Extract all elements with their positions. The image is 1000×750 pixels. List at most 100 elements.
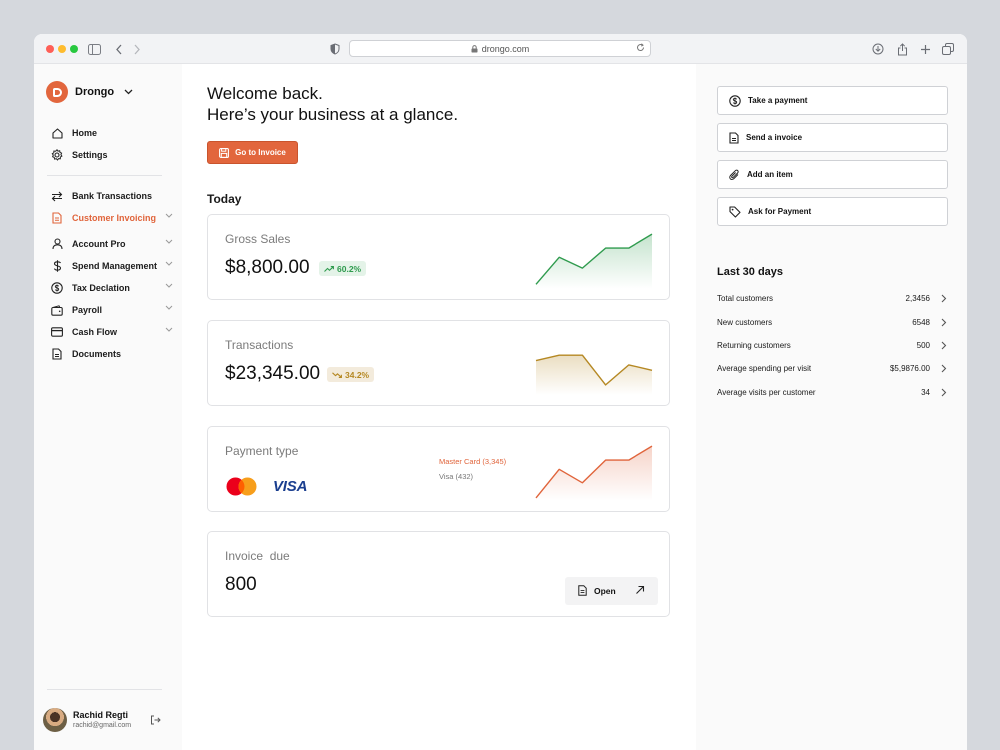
- sidebar-item-customer-invoicing[interactable]: Customer Invoicing: [51, 209, 173, 227]
- sidebar-item-documents[interactable]: Documents: [51, 345, 173, 363]
- stat-label: Average spending per visit: [717, 364, 812, 373]
- user-icon: [51, 238, 63, 250]
- trend-up-icon: [324, 265, 334, 272]
- document-icon: [51, 348, 63, 360]
- chevron-right-icon[interactable]: [941, 318, 947, 327]
- chevron-down-icon[interactable]: [165, 327, 173, 332]
- forward-icon[interactable]: [129, 41, 145, 57]
- dollar-circle-icon: [729, 94, 741, 107]
- sidebar-item-label: Spend Management: [72, 261, 158, 271]
- chevron-right-icon[interactable]: [941, 388, 947, 397]
- take-payment-button[interactable]: Take a payment: [717, 86, 948, 115]
- ask-for-payment-button[interactable]: Ask for Payment: [717, 197, 948, 226]
- sidebar-item-bank-transactions[interactable]: Bank Transactions: [51, 187, 173, 205]
- sidebar-item-payroll[interactable]: Payroll: [51, 301, 173, 319]
- quick-actions-panel: Take a payment Send a invoice Add an ite…: [696, 64, 967, 750]
- chevron-down-icon[interactable]: [165, 213, 173, 218]
- brand-name: Drongo: [75, 86, 115, 98]
- page-title: Welcome back. Here’s your business at a …: [207, 83, 458, 125]
- chevron-down-icon[interactable]: [165, 305, 173, 310]
- invoice-due-card[interactable]: Invoice due 800 Open: [207, 531, 670, 617]
- card-value: $23,345.00: [225, 363, 321, 384]
- sidebar-item-settings[interactable]: Settings: [51, 146, 173, 164]
- stat-row-total-customers[interactable]: Total customers 2,3456: [717, 292, 947, 306]
- sidebar-item-tax-declation[interactable]: Tax Declation: [51, 279, 173, 297]
- sidebar-toggle-icon[interactable]: [86, 41, 102, 57]
- tabs-overview-icon[interactable]: [940, 41, 956, 57]
- document-icon: [729, 131, 739, 144]
- stat-row-new-customers[interactable]: New customers 6548: [717, 316, 947, 330]
- payment-type-card[interactable]: Payment type VISA Master Card (3,345) Vi…: [207, 426, 670, 512]
- transactions-sparkline: [535, 354, 653, 395]
- action-label: Take a payment: [748, 96, 808, 105]
- download-icon[interactable]: [870, 41, 886, 57]
- maximize-window-button[interactable]: [70, 45, 78, 53]
- add-item-button[interactable]: Add an item: [717, 160, 948, 189]
- sparkline-area: [536, 234, 652, 289]
- welcome-line-1: Welcome back.: [207, 84, 323, 103]
- stat-row-average-spending[interactable]: Average spending per visit $5,9876.00: [717, 362, 947, 376]
- badge-value: 34.2%: [345, 369, 370, 380]
- gross-sales-card[interactable]: Gross Sales $8,800.00 60.2%: [207, 214, 670, 300]
- brand[interactable]: Drongo: [46, 81, 133, 103]
- share-icon[interactable]: [894, 41, 910, 57]
- send-invoice-button[interactable]: Send a invoice: [717, 123, 948, 152]
- stat-label: Returning customers: [717, 341, 791, 350]
- status-badge: 34.2%: [327, 367, 375, 382]
- action-label: Ask for Payment: [748, 207, 812, 216]
- sidebar-item-label: Bank Transactions: [72, 191, 153, 201]
- sidebar-item-cash-flow[interactable]: Cash Flow: [51, 323, 173, 341]
- sidebar-item-home[interactable]: Home: [51, 124, 173, 142]
- document-icon: [578, 585, 587, 596]
- user-email: rachid@gmail.com: [73, 722, 132, 729]
- card-label: Invoice due: [225, 549, 290, 563]
- minimize-window-button[interactable]: [58, 45, 66, 53]
- new-tab-icon[interactable]: [917, 41, 933, 57]
- card-icon: [51, 326, 63, 338]
- visa-logo: VISA: [273, 478, 308, 495]
- transactions-card[interactable]: Transactions $23,345.00 34.2%: [207, 320, 670, 406]
- trend-down-icon: [332, 371, 342, 378]
- stat-row-average-visits[interactable]: Average visits per customer 34: [717, 386, 947, 400]
- chevron-down-icon[interactable]: [165, 283, 173, 288]
- stat-label: New customers: [717, 318, 773, 327]
- back-icon[interactable]: [111, 41, 127, 57]
- sidebar-item-label: Documents: [72, 349, 122, 359]
- url-text: drongo.com: [481, 43, 530, 54]
- main-content: Welcome back. Here’s your business at a …: [182, 64, 696, 750]
- card-label: Transactions: [225, 338, 294, 352]
- sidebar-item-label: Payroll: [72, 305, 103, 315]
- go-to-invoice-label: Go to Invoice: [235, 148, 286, 157]
- open-invoice-button[interactable]: Open: [565, 577, 658, 605]
- sidebar-item-account-pro[interactable]: Account Pro: [51, 235, 173, 253]
- sparkline-area: [536, 355, 652, 395]
- address-bar[interactable]: drongo.com: [349, 40, 651, 57]
- reload-icon[interactable]: [636, 43, 645, 52]
- shield-icon[interactable]: [327, 41, 343, 57]
- stat-value: 500: [916, 341, 930, 350]
- close-window-button[interactable]: [46, 45, 54, 53]
- paperclip-icon: [729, 169, 740, 181]
- dollar-icon: [51, 260, 63, 272]
- avatar: [43, 708, 67, 732]
- user-profile[interactable]: Rachid Regti rachid@gmail.com: [43, 708, 169, 734]
- chevron-right-icon[interactable]: [941, 364, 947, 373]
- section-title: Today: [207, 192, 242, 206]
- save-icon: [219, 147, 230, 158]
- stat-row-returning-customers[interactable]: Returning customers 500: [717, 339, 947, 353]
- chevron-right-icon[interactable]: [941, 294, 947, 303]
- chevron-down-icon[interactable]: [124, 89, 133, 95]
- chevron-down-icon[interactable]: [165, 261, 173, 266]
- sidebar-item-label: Home: [72, 128, 98, 138]
- sidebar-item-label: Cash Flow: [72, 327, 118, 337]
- logout-icon[interactable]: [150, 715, 161, 725]
- action-label: Send a invoice: [746, 133, 803, 142]
- sparkline-line: [535, 354, 653, 386]
- go-to-invoice-button[interactable]: Go to Invoice: [207, 141, 298, 164]
- stat-value: 6548: [912, 318, 930, 327]
- chevron-down-icon[interactable]: [165, 239, 173, 244]
- home-icon: [51, 127, 63, 139]
- swap-arrows-icon: [51, 190, 63, 202]
- chevron-right-icon[interactable]: [941, 341, 947, 350]
- sidebar-item-spend-management[interactable]: Spend Management: [51, 257, 173, 275]
